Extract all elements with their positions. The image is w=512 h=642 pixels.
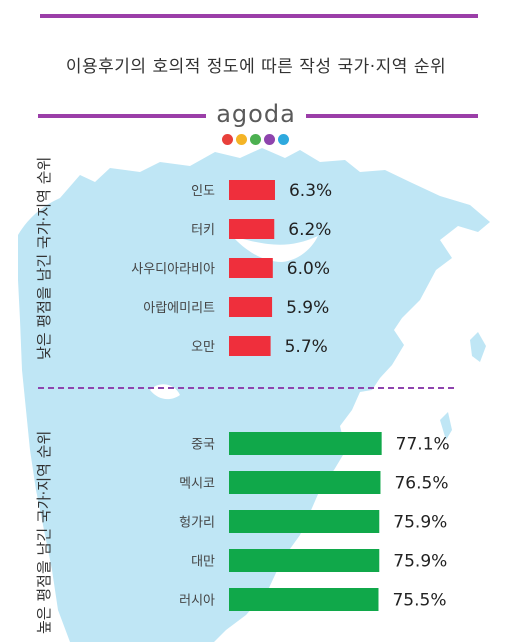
bar	[229, 549, 380, 572]
bars-layer: 인도 6.3% 터키 6.2% 사우디아라비아 6.0% 아랍에미리트 5.9% 오만 5.7% 중…	[131, 180, 450, 611]
logo-dot	[278, 134, 289, 145]
brand-rule-left	[38, 114, 206, 118]
agoda-logo: agoda	[216, 100, 296, 128]
logo-dot	[250, 134, 261, 145]
category-label: 터키	[191, 223, 215, 238]
bar	[229, 432, 382, 455]
page-title: 이용후기의 호의적 정도에 따른 작성 국가·지역 순위	[65, 57, 447, 77]
value-label: 77.1%	[396, 435, 450, 455]
category-label: 오만	[191, 340, 215, 355]
map-island	[440, 412, 452, 440]
category-label: 대만	[191, 555, 215, 570]
category-label: 사우디아라비아	[131, 262, 215, 277]
category-label: 러시아	[179, 594, 215, 609]
category-label: 아랍에미리트	[143, 301, 215, 316]
logo-dot	[264, 134, 275, 145]
category-label: 중국	[191, 438, 215, 453]
bar	[229, 510, 380, 533]
category-label: 멕시코	[179, 477, 215, 492]
value-label: 6.0%	[287, 259, 330, 279]
low-rating-group-label: 낮은 평점을 남긴 국가·지역 순위	[35, 156, 53, 360]
bar	[229, 219, 275, 239]
brand-rule-right	[306, 114, 478, 118]
logo-dot	[222, 134, 233, 145]
bar	[229, 297, 273, 317]
bar	[229, 588, 379, 611]
bar	[229, 180, 275, 200]
value-label: 76.5%	[394, 474, 448, 494]
category-label: 인도	[191, 184, 215, 199]
value-label: 5.9%	[286, 298, 329, 318]
map-water-inlet	[232, 236, 318, 262]
value-label: 75.9%	[393, 513, 447, 533]
category-label: 헝가리	[179, 516, 215, 531]
bar	[229, 336, 271, 356]
value-label: 75.5%	[392, 591, 446, 611]
map-island	[470, 332, 486, 362]
value-label: 6.2%	[288, 220, 331, 240]
bar	[229, 258, 273, 278]
value-label: 5.7%	[285, 337, 328, 357]
logo-dot	[236, 134, 247, 145]
value-label: 6.3%	[289, 181, 332, 201]
top-rule	[40, 14, 478, 18]
value-label: 75.9%	[393, 552, 447, 572]
agoda-logo-dots	[222, 134, 292, 146]
bar	[229, 471, 381, 494]
high-rating-group-label: 높은 평점을 남긴 국가·지역 순위	[35, 430, 53, 634]
map-landmass	[18, 148, 490, 642]
